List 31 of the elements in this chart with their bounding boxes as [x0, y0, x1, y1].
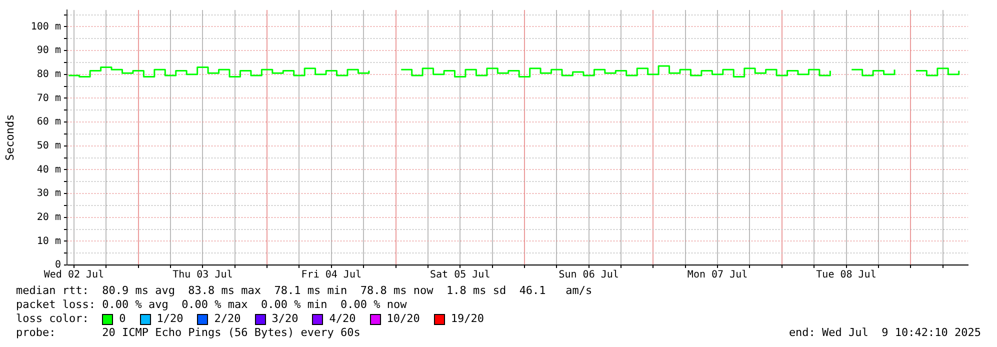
text: end: Wed Jul 9 10:42:10 2025	[788, 326, 981, 340]
x-tick-label: Fri 04 Jul	[301, 270, 362, 281]
legend-title: loss color:	[16, 312, 90, 326]
y-tick-label: 70 m	[36, 92, 61, 104]
legend-label: 19/20	[450, 312, 484, 326]
y-tick-label: 100 m	[30, 21, 61, 32]
x-tick-label: Sun 06 Jul	[558, 270, 619, 281]
y-tick-label: 30 m	[36, 188, 61, 200]
text: packet loss: 0.00 % avg 0.00 % max 0.00 % min 0.00 % now	[16, 298, 408, 312]
y-axis-title: Seconds	[3, 114, 16, 161]
y-tick-label: 80 m	[36, 68, 61, 80]
text: median rtt: 80.9 ms avg 83.8 ms max 78.1 ms min 78.8 ms now 1.8 ms sd 46.1 am/s	[16, 284, 594, 298]
x-tick-label: Sat 05 Jul	[430, 270, 490, 281]
text: probe: 20 ICMP Echo Pings (56 Bytes) every 60s	[16, 326, 360, 340]
y-tick-label: 50 m	[36, 140, 61, 152]
x-tick-label: Thu 03 Jul	[172, 270, 233, 281]
y-tick-label: 90 m	[36, 45, 61, 56]
legend-label: 2/20	[214, 312, 241, 326]
y-tick-label: 40 m	[36, 164, 61, 176]
legend-label: 1/20	[156, 312, 184, 326]
x-tick-label: Wed 02 Jul	[44, 270, 104, 281]
x-tick-label: Mon 07 Jul	[687, 270, 748, 281]
legend-label: 4/20	[329, 312, 356, 326]
legend-label: 3/20	[272, 312, 298, 326]
legend-label: 0	[119, 312, 126, 326]
x-tick-label: Tue 08 Jul	[816, 270, 876, 281]
y-tick-label: 20 m	[36, 212, 61, 223]
y-tick-label: 60 m	[36, 116, 61, 128]
y-tick-label: 10 m	[36, 236, 61, 247]
y-tick-label: 0	[54, 260, 61, 271]
legend-label: 10/20	[386, 312, 420, 326]
